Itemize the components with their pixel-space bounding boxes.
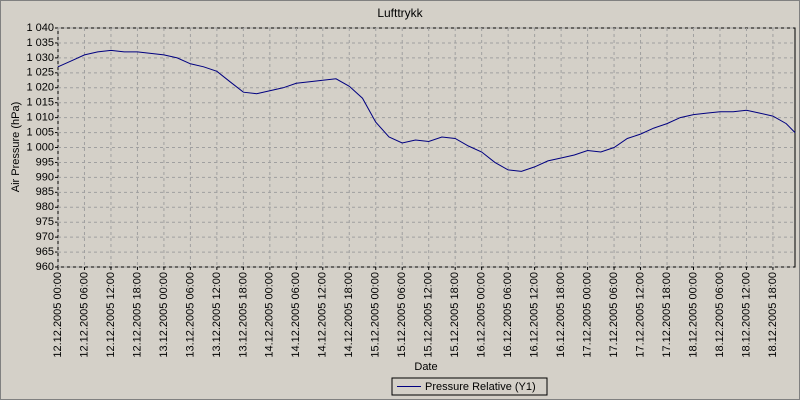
y-tick-label: 1 000 — [26, 141, 54, 153]
x-tick-label: 15.12.2005 00:00 — [370, 272, 382, 358]
y-tick-label: 995 — [36, 156, 54, 168]
y-tick-label: 980 — [36, 201, 54, 213]
y-tick-label: 1 030 — [26, 52, 54, 64]
x-tick-label: 14.12.2005 00:00 — [264, 272, 276, 358]
x-tick-label: 12.12.2005 18:00 — [131, 272, 143, 358]
x-tick-label: 16.12.2005 06:00 — [502, 272, 514, 358]
y-tick-label: 1 040 — [26, 22, 54, 34]
x-tick-label: 12.12.2005 06:00 — [78, 272, 90, 358]
x-tick-label: 17.12.2005 06:00 — [608, 272, 620, 358]
x-tick-label: 14.12.2005 06:00 — [290, 272, 302, 358]
y-tick-label: 1 020 — [26, 82, 54, 94]
x-tick-label: 15.12.2005 18:00 — [449, 272, 461, 358]
x-tick-label: 18.12.2005 00:00 — [687, 272, 699, 358]
x-tick-label: 17.12.2005 00:00 — [581, 272, 593, 358]
y-tick-label: 1 035 — [26, 37, 54, 49]
x-tick-label: 18.12.2005 12:00 — [740, 272, 752, 358]
y-tick-label: 1 015 — [26, 97, 54, 109]
y-tick-label: 965 — [36, 246, 54, 258]
series-line — [57, 49, 796, 172]
x-tick-label: 14.12.2005 12:00 — [317, 272, 329, 358]
x-tick-label: 18.12.2005 06:00 — [714, 272, 726, 358]
y-tick-label: 1 025 — [26, 67, 54, 79]
legend-label: Pressure Relative (Y1) — [425, 381, 536, 393]
x-tick-label: 13.12.2005 12:00 — [211, 272, 223, 358]
x-tick-label: 17.12.2005 12:00 — [634, 272, 646, 358]
x-tick-label: 16.12.2005 18:00 — [555, 272, 567, 358]
x-axis-label: Date — [414, 361, 437, 373]
y-tick-label: 960 — [36, 261, 54, 273]
x-tick-label: 16.12.2005 12:00 — [529, 272, 541, 358]
x-tick-label: 17.12.2005 18:00 — [661, 272, 673, 358]
legend-box — [391, 377, 548, 396]
x-tick-label: 13.12.2005 00:00 — [158, 272, 170, 358]
y-tick-label: 990 — [36, 171, 54, 183]
y-tick-label: 975 — [36, 216, 54, 228]
y-tick-label: 1 010 — [26, 112, 54, 124]
y-tick-label: 985 — [36, 186, 54, 198]
y-tick-label: 1 005 — [26, 126, 54, 138]
x-tick-label: 12.12.2005 00:00 — [52, 272, 64, 358]
x-tick-label: 18.12.2005 18:00 — [767, 272, 779, 358]
chart-title: Lufttrykk — [377, 6, 423, 20]
x-tick-label: 13.12.2005 18:00 — [237, 272, 249, 358]
x-tick-label: 15.12.2005 06:00 — [396, 272, 408, 358]
x-tick-label: 13.12.2005 06:00 — [184, 272, 196, 358]
y-tick-label: 970 — [36, 231, 54, 243]
x-tick-label: 16.12.2005 00:00 — [476, 272, 488, 358]
x-tick-label: 14.12.2005 18:00 — [343, 272, 355, 358]
x-tick-label: 12.12.2005 12:00 — [105, 272, 117, 358]
y-axis-label: Air Pressure (hPa) — [10, 102, 22, 192]
x-tick-label: 15.12.2005 12:00 — [423, 272, 435, 358]
